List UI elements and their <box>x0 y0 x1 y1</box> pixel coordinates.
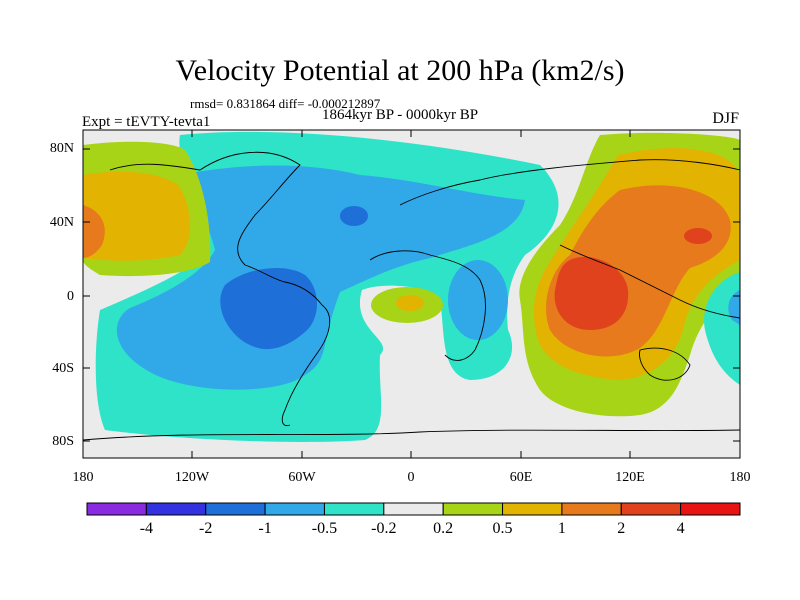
colorbar-label: 4 <box>676 520 685 537</box>
colorbar-box-3 <box>264 502 325 516</box>
lon-label-0: 0 <box>407 470 415 485</box>
lat-label-40s: 40S <box>52 361 74 376</box>
colorbar-label: -1 <box>258 520 272 537</box>
colorbar-label: -4 <box>139 520 154 537</box>
colorbar-box-10 <box>680 502 741 516</box>
contour-pos-africa-0.5 <box>396 295 424 311</box>
colorbar-box-7 <box>502 502 563 516</box>
contour-neg-1-small <box>340 206 368 226</box>
lon-label-180w: 180 <box>72 470 94 485</box>
colorbar-label: 0.2 <box>433 520 454 537</box>
colorbar-label: 0.5 <box>492 520 513 537</box>
contour-neg-0.5-east <box>448 260 508 340</box>
season-label: DJF <box>712 110 739 127</box>
contour-pos-2 <box>554 256 629 330</box>
colorbar-label: -2 <box>199 520 213 537</box>
experiment-label: Expt = tEVTY-tevta1 <box>82 114 211 130</box>
colorbar-label: -0.2 <box>371 520 397 537</box>
colorbar-box-2 <box>205 502 266 516</box>
colorbar-label: 1 <box>557 520 566 537</box>
lon-ticks <box>82 130 741 458</box>
lon-label-180e: 180 <box>729 470 751 485</box>
lon-label-60w: 60W <box>288 470 316 485</box>
colorbar-box-4 <box>323 502 385 516</box>
colorbar-box-5 <box>383 502 444 516</box>
lon-label-60e: 60E <box>509 470 533 485</box>
colorbar-box-1 <box>145 502 207 516</box>
lat-ticks <box>83 148 740 442</box>
contour-pos-west-0.5 <box>83 171 190 261</box>
contour-pos-west-1 <box>83 205 105 258</box>
lon-label-120w: 120W <box>174 470 210 485</box>
lat-label-80s: 80S <box>52 434 74 449</box>
contour-neg-1 <box>220 267 318 350</box>
lat-label-80n: 80N <box>49 141 74 156</box>
colorbar-label: -0.5 <box>311 520 338 537</box>
lon-label-120e: 120E <box>615 470 645 485</box>
colorbar-label: 2 <box>617 520 626 537</box>
rmsd-diff-text: rmsd= 0.831864 diff= -0.000212897 <box>190 96 381 111</box>
lat-label-0: 0 <box>67 289 74 304</box>
colorbar-box-9 <box>620 502 682 516</box>
colorbar-box-6 <box>442 502 504 516</box>
coastlines <box>83 151 740 441</box>
lat-label-40n: 40N <box>49 215 74 230</box>
contour-neg-0.5 <box>116 165 525 390</box>
colorbar-box-8 <box>561 502 622 516</box>
contour-pos-2-north <box>684 228 712 244</box>
figure-title: Velocity Potential at 200 hPa (km2/s) <box>175 54 625 87</box>
contour-fill-layer <box>83 131 740 442</box>
colorbar-box-0 <box>86 502 147 516</box>
period-text: 1864kyr BP - 0000kyr BP <box>322 107 479 123</box>
